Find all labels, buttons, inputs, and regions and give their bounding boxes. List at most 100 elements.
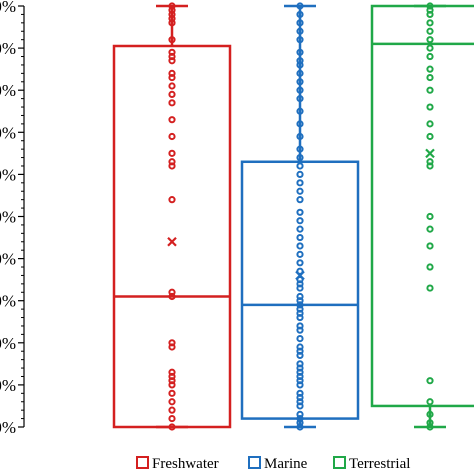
data-point	[296, 132, 304, 141]
y-tick-label: 10%	[0, 376, 16, 395]
box-terrestrial	[370, 4, 474, 429]
y-tick-label: 30%	[0, 292, 16, 311]
data-point	[296, 250, 304, 258]
data-point	[296, 179, 304, 187]
y-tick-label: 80%	[0, 81, 16, 100]
data-point	[168, 149, 176, 157]
data-point	[296, 208, 304, 216]
data-point	[296, 86, 304, 94]
data-point	[296, 69, 304, 77]
box-freshwater	[112, 4, 232, 429]
data-point	[168, 99, 176, 107]
data-points	[167, 2, 435, 431]
data-point	[168, 292, 176, 301]
data-point	[296, 284, 304, 292]
data-point	[426, 52, 434, 61]
box-iqr	[370, 4, 474, 408]
data-point	[296, 162, 304, 170]
legend-item-marine: Marine	[248, 456, 308, 472]
legend-label: Freshwater	[152, 456, 219, 472]
data-point	[168, 36, 176, 44]
y-tick-label: 50%	[0, 208, 16, 227]
data-point	[168, 343, 176, 351]
data-point	[168, 414, 176, 423]
legend-label: Marine	[264, 456, 308, 472]
data-point	[296, 153, 304, 162]
y-tick-label: 70%	[0, 123, 16, 142]
legend-swatch	[248, 456, 261, 469]
data-point	[426, 10, 434, 19]
data-point	[426, 132, 434, 141]
data-point	[168, 162, 176, 170]
data-point	[296, 423, 304, 431]
data-point	[296, 313, 304, 322]
data-point	[296, 145, 304, 153]
data-point	[168, 196, 176, 204]
legend-swatch	[333, 456, 346, 469]
data-point	[426, 225, 434, 233]
data-point	[296, 326, 304, 334]
data-point	[296, 351, 304, 360]
data-point	[296, 107, 304, 115]
data-point	[168, 73, 176, 82]
y-tick-label: 90%	[0, 39, 16, 58]
mean-marker	[167, 236, 177, 247]
data-point	[426, 377, 434, 385]
data-point	[296, 225, 304, 233]
data-point	[426, 65, 434, 73]
box-iqr	[112, 44, 232, 429]
data-point	[426, 103, 434, 111]
y-axis: 0% 10% 20% 30% 40% 50% 60% 70% 80% 90% 100%	[0, 0, 25, 437]
data-point	[426, 242, 434, 250]
data-point	[426, 73, 434, 82]
data-point	[296, 61, 304, 69]
data-point	[296, 19, 304, 27]
data-point	[168, 116, 176, 124]
data-point	[168, 90, 176, 99]
data-point	[168, 132, 176, 141]
data-point	[426, 120, 434, 128]
data-point	[296, 196, 304, 204]
y-tick-label: 60%	[0, 165, 16, 184]
data-point	[296, 170, 304, 178]
y-tick-label: 40%	[0, 250, 16, 269]
data-point	[426, 398, 434, 406]
data-point	[426, 423, 434, 431]
data-point	[168, 406, 176, 414]
data-point	[296, 402, 304, 410]
data-point	[426, 162, 434, 170]
data-point	[296, 242, 304, 250]
data-point	[296, 259, 304, 267]
data-point	[168, 423, 176, 431]
data-point	[296, 217, 304, 225]
data-point	[296, 233, 304, 242]
legend-item-freshwater: Freshwater	[136, 456, 219, 472]
legend: Freshwater Marine Terrestrial	[136, 456, 410, 472]
data-point	[296, 10, 304, 19]
y-tick-label: 20%	[0, 334, 16, 353]
data-point	[426, 263, 434, 271]
data-point	[426, 86, 434, 94]
data-point	[426, 36, 434, 44]
data-point	[426, 410, 434, 418]
box-marine	[240, 4, 360, 429]
y-tick-label: 0%	[0, 418, 16, 437]
data-point	[168, 57, 176, 65]
data-point	[426, 44, 434, 52]
mean-marker	[295, 270, 305, 281]
legend-item-terrestrial: Terrestrial	[333, 456, 410, 472]
data-point	[296, 381, 304, 389]
y-tick-label: 100%	[0, 0, 16, 16]
data-point	[296, 78, 304, 86]
data-point	[168, 82, 176, 90]
data-point	[168, 19, 176, 27]
data-point	[296, 267, 304, 275]
data-point	[296, 187, 304, 195]
data-point	[426, 19, 434, 27]
data-point	[168, 381, 176, 389]
box-iqr	[240, 160, 360, 420]
data-point	[426, 212, 434, 221]
data-point	[296, 27, 304, 35]
boxes	[112, 4, 474, 429]
mean-marker	[425, 148, 435, 159]
